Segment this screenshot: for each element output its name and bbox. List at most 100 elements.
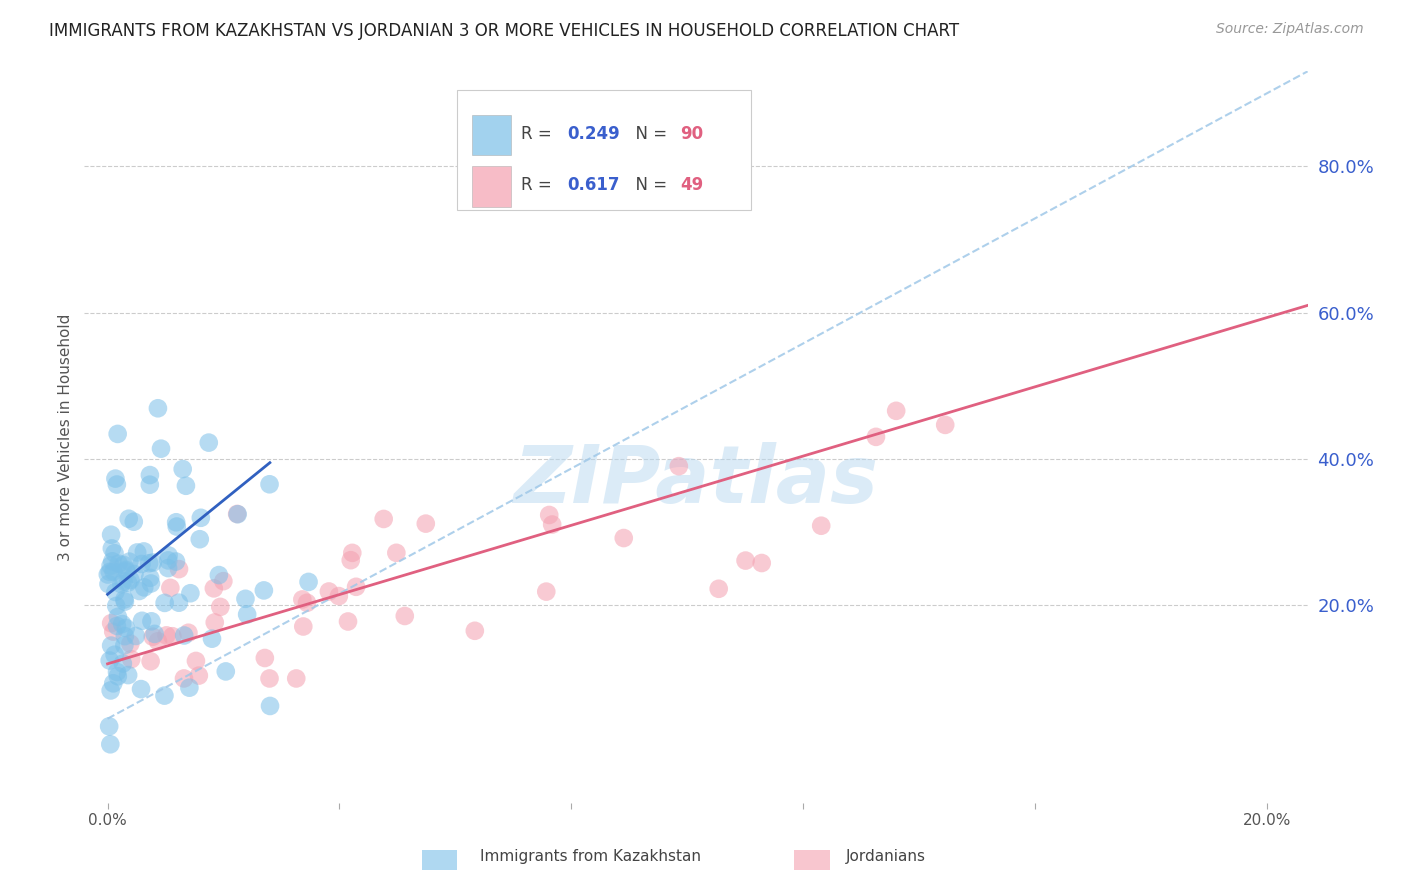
Point [131, 614, 153, 628]
Point [184, 654, 207, 668]
Point [120, 573, 142, 587]
Point [97, 567, 120, 582]
Point [111, 657, 134, 671]
Point [105, 477, 128, 491]
Point [111, 617, 134, 632]
Point [104, 472, 127, 486]
Point [124, 567, 146, 582]
Point [179, 586, 201, 600]
Point [188, 533, 211, 547]
Point [107, 669, 129, 683]
Point [139, 468, 162, 483]
Point [153, 689, 176, 703]
Point [734, 553, 756, 567]
Point [344, 580, 367, 594]
Point [339, 553, 361, 567]
Point [373, 512, 395, 526]
Point [865, 430, 887, 444]
Point [253, 651, 276, 665]
Point [142, 556, 165, 570]
Point [110, 577, 132, 591]
Point [118, 512, 141, 526]
Point [105, 665, 128, 679]
Point [125, 629, 148, 643]
Text: Jordanians: Jordanians [846, 849, 925, 863]
Point [187, 668, 209, 682]
Point [117, 668, 139, 682]
Point [103, 676, 125, 690]
Point [166, 519, 188, 533]
Text: Immigrants from Kazakhstan: Immigrants from Kazakhstan [479, 849, 702, 863]
Bar [457, 89, 751, 211]
Text: Source: ZipAtlas.com: Source: ZipAtlas.com [1216, 22, 1364, 37]
Point [114, 565, 136, 579]
Point [464, 624, 486, 638]
Point [103, 546, 125, 560]
Point [107, 426, 129, 441]
Point [291, 592, 314, 607]
Point [105, 599, 128, 613]
Point [415, 516, 437, 531]
Point [226, 507, 249, 521]
Point [100, 683, 122, 698]
Text: N =: N = [626, 125, 672, 143]
Point [292, 619, 315, 633]
Point [112, 558, 135, 572]
Point [120, 652, 142, 666]
Point [810, 518, 832, 533]
Point [143, 627, 166, 641]
Point [318, 584, 340, 599]
Point [328, 589, 350, 603]
Point [139, 477, 162, 491]
Point [150, 442, 173, 456]
Point [884, 404, 907, 418]
Point [122, 515, 145, 529]
Point [105, 619, 128, 633]
Text: 90: 90 [681, 125, 703, 143]
Point [751, 556, 773, 570]
Point [142, 630, 165, 644]
Point [139, 571, 162, 585]
Text: IMMIGRANTS FROM KAZAKHSTAN VS JORDANIAN 3 OR MORE VEHICLES IN HOUSEHOLD CORRELAT: IMMIGRANTS FROM KAZAKHSTAN VS JORDANIAN … [49, 22, 959, 40]
Point [259, 672, 281, 686]
Point [100, 639, 122, 653]
Point [297, 574, 319, 589]
Point [107, 610, 129, 624]
Point [129, 682, 152, 697]
Point [134, 580, 156, 594]
Point [201, 632, 224, 646]
Point [100, 616, 122, 631]
Point [159, 581, 181, 595]
Text: ZIPatlas: ZIPatlas [513, 442, 879, 520]
Point [167, 562, 190, 576]
Point [131, 557, 153, 571]
Point [538, 508, 561, 522]
Point [934, 417, 956, 432]
Point [236, 607, 259, 622]
Point [668, 459, 690, 474]
Point [613, 531, 636, 545]
Point [101, 554, 124, 568]
Point [179, 681, 201, 695]
Point [165, 555, 187, 569]
Point [253, 583, 276, 598]
Point [295, 596, 318, 610]
Point [101, 541, 124, 556]
Point [118, 555, 141, 569]
Point [208, 568, 231, 582]
Point [226, 507, 249, 521]
Point [112, 574, 135, 589]
Point [385, 546, 408, 560]
Point [259, 477, 281, 491]
Text: R =: R = [522, 125, 557, 143]
Point [157, 549, 180, 563]
Bar [472, 115, 512, 155]
Point [215, 665, 238, 679]
Point [115, 563, 138, 577]
Text: 0.617: 0.617 [568, 176, 620, 194]
Text: N =: N = [626, 176, 672, 194]
Point [103, 624, 125, 639]
Point [177, 625, 200, 640]
Point [536, 584, 558, 599]
Point [98, 565, 121, 579]
